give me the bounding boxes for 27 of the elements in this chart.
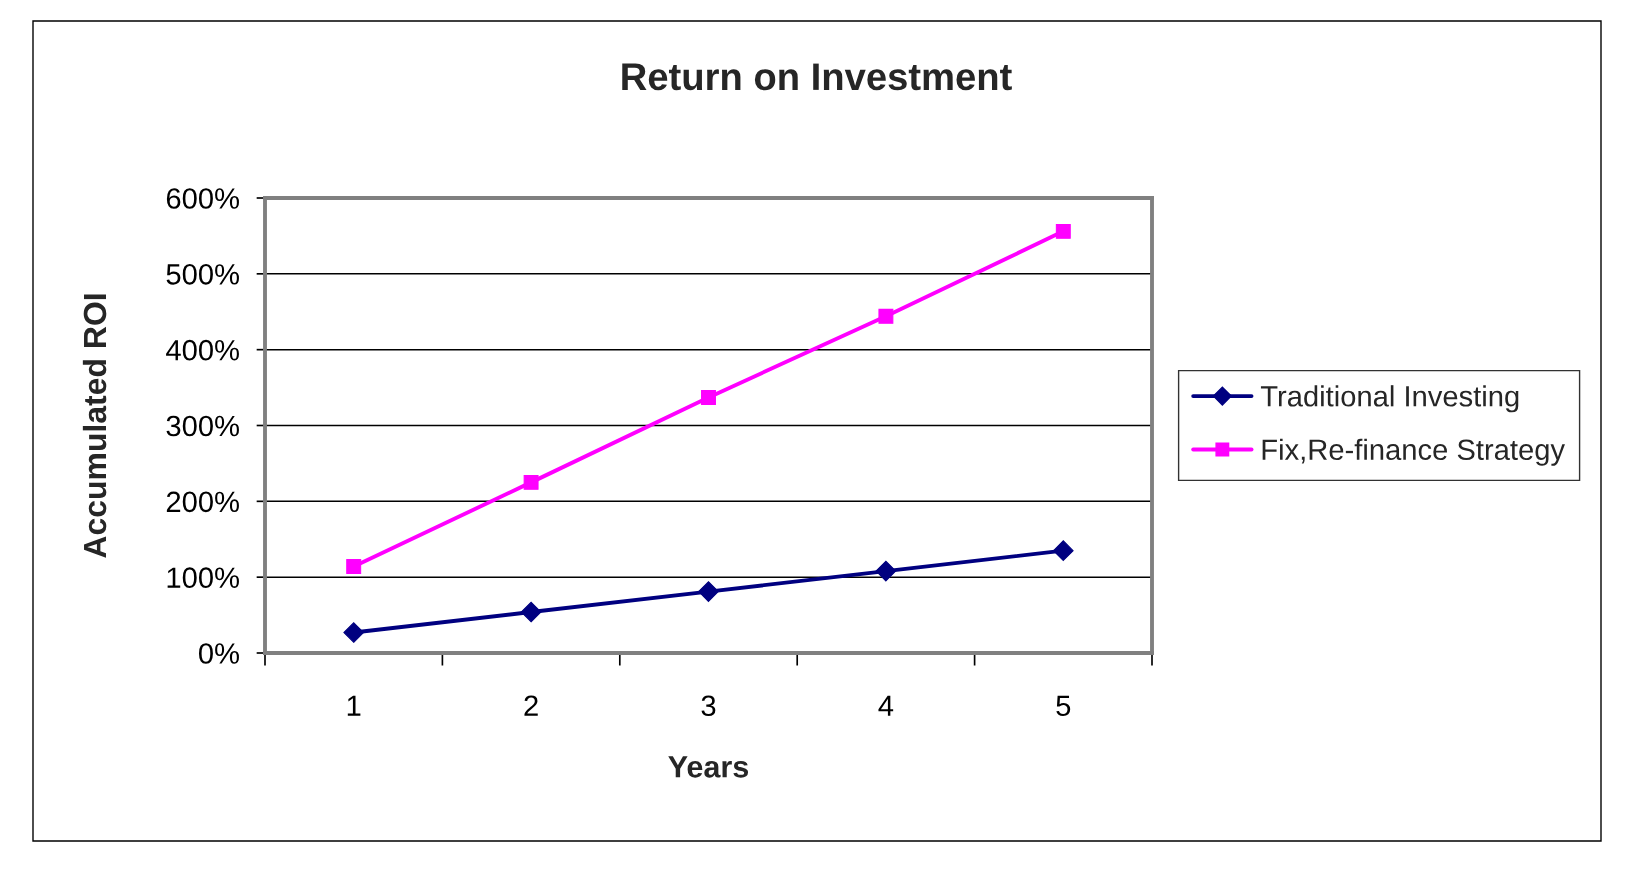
point [1055, 223, 1071, 239]
y-tick-label: 300% [166, 415, 239, 437]
y-tick-label: 400% [166, 339, 239, 361]
point [523, 474, 539, 490]
y-tick-label: 600% [166, 188, 239, 209]
point [878, 308, 894, 324]
x-tick-label: 4 [878, 695, 894, 716]
y-tick-label: 200% [166, 491, 239, 513]
point [343, 622, 365, 643]
point [701, 389, 716, 405]
x-tick-label: 5 [1056, 695, 1071, 717]
x-axis-title: Years [668, 756, 749, 778]
point [346, 559, 362, 575]
legend-label: Traditional Investing [1260, 385, 1519, 413]
point [698, 581, 719, 602]
chart-title: Return on Investment [622, 63, 1012, 91]
point [1052, 540, 1074, 561]
legend-label: Fix,Re-finance Strategy [1262, 438, 1565, 466]
y-axis-title: Accumulated ROI [82, 294, 107, 558]
x-tick-label: 3 [701, 695, 716, 717]
y-tick-label: 500% [166, 264, 239, 285]
point [875, 560, 897, 582]
x-tick-label: 2 [524, 695, 538, 716]
y-tick-label: 100% [167, 567, 239, 589]
y-tick-label: 0% [198, 643, 239, 664]
x-tick-label: 1 [347, 695, 361, 716]
point [520, 601, 542, 623]
